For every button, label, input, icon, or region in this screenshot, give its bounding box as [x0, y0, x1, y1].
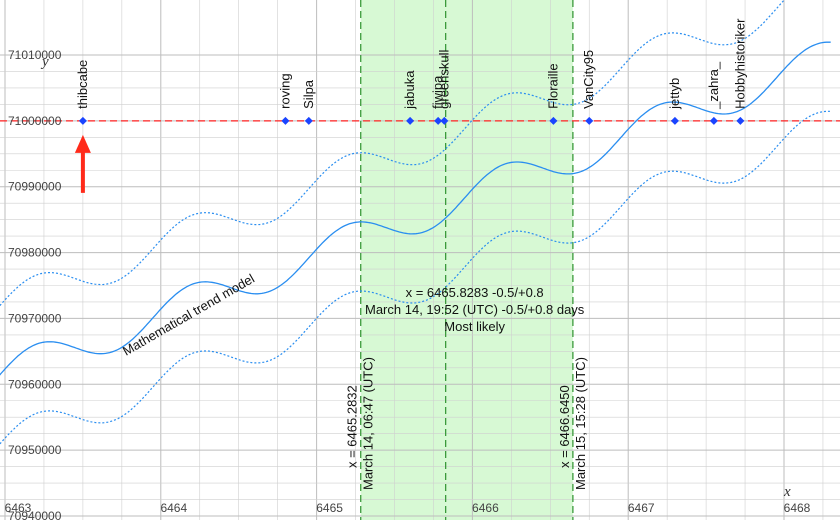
point-label: jettyb [667, 78, 682, 110]
point-label: Hobbyhistoriker [732, 18, 747, 109]
x-tick-label: 6467 [628, 501, 655, 515]
data-points: thibcabe roving Silpa jabuka fiwipagreenskul… [75, 18, 747, 125]
x-tick-label: 6463 [5, 501, 32, 515]
center-label-date: March 14, 19:52 (UTC) -0.5/+0.8 days [365, 302, 585, 317]
arrow-head [74, 134, 91, 153]
y-tick-label: 70950000 [8, 443, 62, 457]
y-tick-label: 70990000 [8, 180, 62, 194]
x-tick-label: 6464 [160, 501, 187, 515]
trend-lower-bound [0, 110, 831, 445]
data-point [549, 116, 558, 125]
point-label: VanCity95 [581, 50, 596, 109]
band-left-label-date: March 14, 06:47 (UTC) [361, 357, 376, 490]
band-lines [360, 0, 574, 520]
center-label-x: x = 6465.8283 -0.5/+0.8 [406, 285, 544, 300]
y-tick-label: 70980000 [8, 246, 62, 260]
data-point [434, 116, 443, 125]
point-label: _zahra_ [706, 61, 721, 110]
data-point [440, 116, 449, 125]
data-point [709, 116, 718, 125]
y-tick-label: 71000000 [8, 114, 62, 128]
trend-model [0, 0, 831, 445]
data-point [406, 116, 415, 125]
point-label: greenskull [436, 49, 451, 108]
x-tick-label: 6468 [784, 501, 811, 515]
trend-line [0, 41, 831, 376]
data-point [736, 116, 745, 125]
point-label: Floraille [545, 63, 560, 109]
x-tick-label: 6466 [472, 501, 499, 515]
data-point [78, 116, 87, 125]
band-right-label-x: x = 6466.6450 [557, 385, 572, 468]
y-tick-label: 71010000 [8, 48, 62, 62]
band-right-label-date: March 15, 15:28 (UTC) [573, 357, 588, 490]
x-tick-label: 6465 [316, 501, 343, 515]
y-axis-name: y [40, 54, 49, 70]
point-label: thibcabe [75, 60, 90, 109]
y-tick-label: 70940000 [8, 509, 62, 520]
data-point [304, 116, 313, 125]
point-label: jabuka [402, 70, 417, 110]
point-label: roving [277, 73, 292, 108]
point-label: Silpa [301, 79, 316, 109]
x-axis-name: x [783, 484, 791, 500]
y-tick-label: 70960000 [8, 377, 62, 391]
highlight-arrow [74, 134, 91, 193]
y-tick-label: 70970000 [8, 311, 62, 325]
data-point [281, 116, 290, 125]
point-label: fiwipa [430, 75, 445, 109]
band-left-label-x: x = 6465.2832 [345, 385, 360, 468]
center-label-most-likely: Most likely [444, 319, 505, 334]
data-point [585, 116, 594, 125]
likely-range-band [360, 0, 573, 520]
data-point [670, 116, 679, 125]
axis-ticks: 6463 6464 6465 6466 6467 6468 70940000 70950000… [5, 48, 811, 520]
trend-upper-bound [0, 0, 785, 307]
